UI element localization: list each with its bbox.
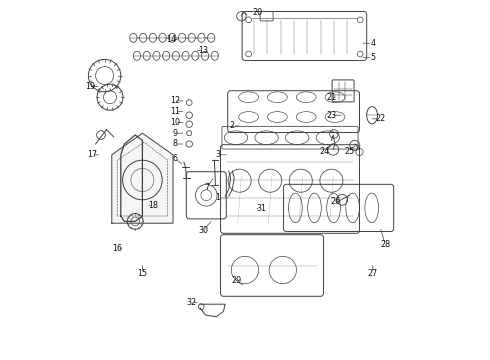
Text: 19: 19 (85, 82, 95, 91)
Text: 11: 11 (170, 107, 180, 116)
Text: 22: 22 (375, 114, 385, 123)
Text: 10: 10 (170, 118, 180, 127)
Text: 30: 30 (198, 226, 209, 235)
Text: 31: 31 (256, 204, 266, 213)
Text: 17: 17 (87, 150, 97, 159)
Text: 20: 20 (252, 8, 263, 17)
Text: 21: 21 (326, 93, 337, 102)
Text: 6: 6 (172, 154, 177, 163)
Polygon shape (112, 133, 173, 223)
Text: 7: 7 (205, 183, 210, 192)
Text: 15: 15 (137, 269, 147, 278)
Text: 5: 5 (370, 53, 375, 62)
Text: 25: 25 (344, 147, 355, 156)
Text: 1: 1 (216, 194, 220, 202)
Text: 12: 12 (170, 96, 180, 105)
Text: 8: 8 (172, 139, 177, 148)
Text: 4: 4 (370, 39, 375, 48)
Text: 14: 14 (166, 35, 176, 44)
Text: 32: 32 (186, 298, 196, 307)
Text: 27: 27 (368, 269, 378, 278)
Text: 9: 9 (172, 129, 177, 138)
Text: 13: 13 (198, 46, 209, 55)
Text: 24: 24 (319, 147, 329, 156)
Text: 23: 23 (326, 111, 337, 120)
Text: 2: 2 (230, 122, 235, 130)
Text: 16: 16 (112, 244, 122, 253)
Text: 26: 26 (330, 197, 340, 206)
Text: 29: 29 (231, 276, 241, 285)
Text: 18: 18 (148, 201, 158, 210)
Text: 28: 28 (380, 240, 391, 249)
Text: 3: 3 (216, 150, 220, 159)
